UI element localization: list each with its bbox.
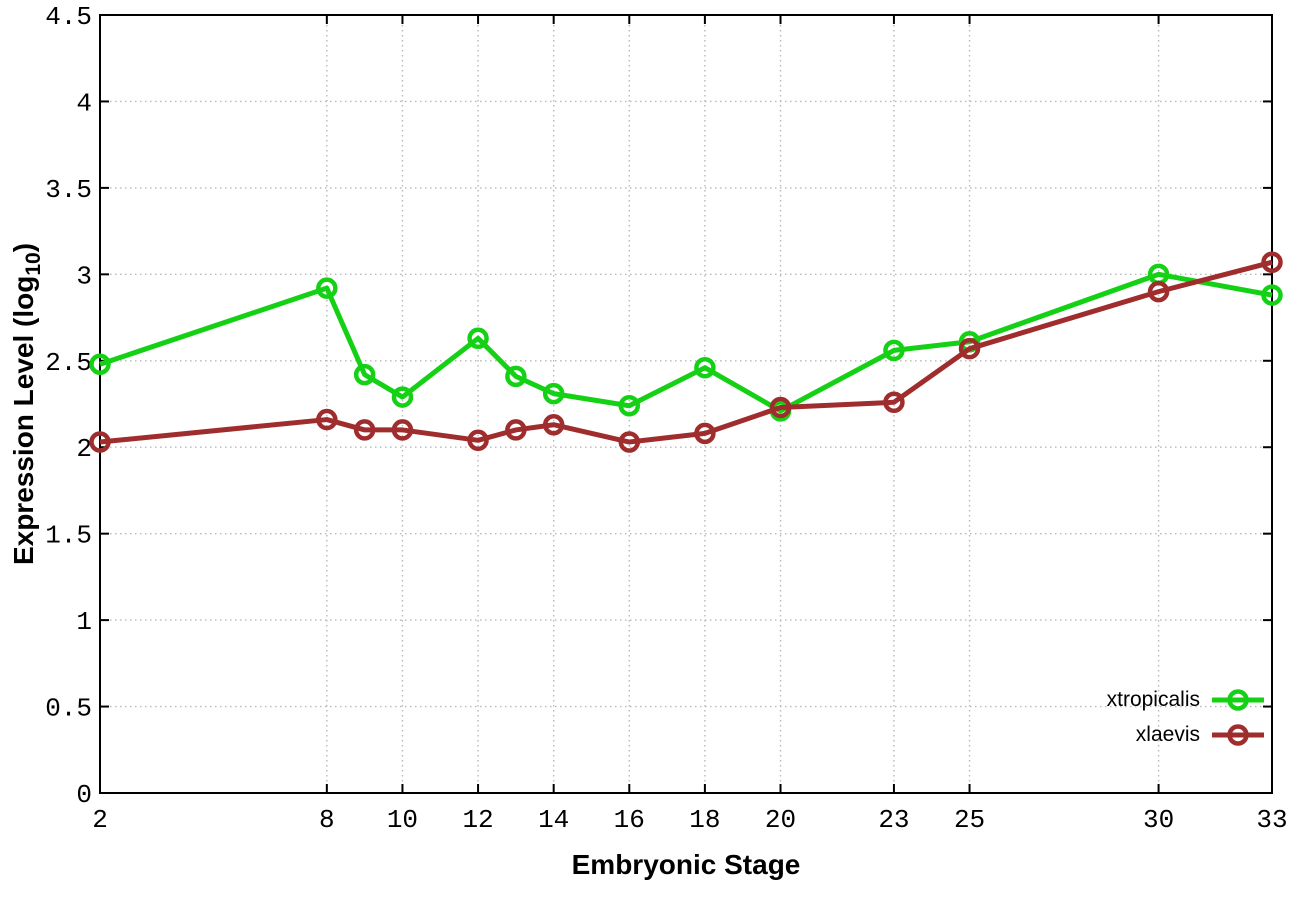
data-point-xlaevis bbox=[618, 431, 641, 453]
data-point-xtropicalis bbox=[467, 327, 489, 350]
y-tick-label: 1 bbox=[76, 607, 92, 637]
x-tick-label: 30 bbox=[1143, 805, 1174, 835]
data-point-xlaevis bbox=[1147, 280, 1170, 303]
series-line-xlaevis bbox=[99, 259, 1273, 445]
x-tick-label: 14 bbox=[538, 805, 569, 835]
data-point-xtropicalis bbox=[618, 394, 641, 417]
legend-item-xtropicalis: xtropicalis bbox=[1107, 686, 1264, 714]
y-tick-label: 2 bbox=[76, 434, 92, 464]
data-point-xlaevis bbox=[958, 337, 981, 360]
x-tick-label: 25 bbox=[954, 805, 985, 835]
y-tick-label: 2.5 bbox=[45, 348, 92, 378]
data-point-xtropicalis bbox=[694, 356, 716, 379]
y-tick-label: 0.5 bbox=[45, 694, 92, 724]
series-line-xtropicalis bbox=[99, 271, 1273, 414]
data-point-xtropicalis bbox=[505, 365, 527, 388]
plot-border bbox=[99, 14, 1273, 794]
data-point-xlaevis bbox=[353, 419, 376, 441]
data-point-xtropicalis bbox=[316, 277, 338, 299]
y-tick-label: 4.5 bbox=[45, 2, 92, 32]
y-axis-title-suffix: ) bbox=[8, 242, 40, 253]
y-tick-label: 3.5 bbox=[45, 175, 92, 205]
x-tick-label: 16 bbox=[614, 805, 645, 835]
y-axis-title-subscript: 10 bbox=[21, 252, 45, 276]
data-point-xlaevis bbox=[1261, 251, 1283, 273]
data-point-xtropicalis bbox=[1261, 284, 1283, 306]
legend-item-xlaevis: xlaevis bbox=[1107, 721, 1264, 749]
y-tick-label: 3 bbox=[76, 261, 92, 291]
x-tick-label: 23 bbox=[878, 805, 909, 835]
x-tick-label: 12 bbox=[462, 805, 493, 835]
legend-label-xlaevis: xlaevis bbox=[1135, 723, 1200, 746]
legend-label-xtropicalis: xtropicalis bbox=[1106, 688, 1200, 711]
x-tick-label: 8 bbox=[319, 805, 335, 835]
data-point-xtropicalis bbox=[391, 386, 414, 408]
data-point-xtropicalis bbox=[883, 339, 905, 362]
y-axis-title: Expression Level (log10) bbox=[8, 243, 46, 565]
x-tick-label: 33 bbox=[1256, 805, 1287, 835]
x-tick-label: 20 bbox=[765, 805, 796, 835]
data-point-xtropicalis bbox=[89, 353, 111, 375]
data-point-xtropicalis bbox=[353, 363, 376, 386]
y-tick-label: 0 bbox=[76, 780, 92, 810]
data-point-xlaevis bbox=[391, 419, 414, 441]
data-point-xtropicalis bbox=[542, 382, 565, 405]
data-point-xlaevis bbox=[467, 429, 489, 452]
legend-marker-xlaevis-icon bbox=[1212, 724, 1264, 746]
data-point-xlaevis bbox=[694, 422, 716, 445]
data-point-xlaevis bbox=[542, 413, 565, 436]
data-point-xlaevis bbox=[769, 396, 792, 419]
y-tick-label: 4 bbox=[76, 88, 92, 118]
x-tick-label: 2 bbox=[92, 805, 108, 835]
data-point-xlaevis bbox=[505, 419, 527, 441]
y-tick-label: 1.5 bbox=[45, 521, 92, 551]
y-axis-title-text: Expression Level (log bbox=[8, 275, 40, 566]
data-point-xlaevis bbox=[89, 431, 111, 453]
data-point-xlaevis bbox=[316, 408, 338, 431]
x-tick-label: 18 bbox=[689, 805, 720, 835]
data-point-xlaevis bbox=[883, 391, 905, 414]
legend-marker-xtropicalis-icon bbox=[1212, 689, 1264, 711]
legend: xtropicalis xlaevis bbox=[1107, 686, 1264, 756]
x-tick-label: 10 bbox=[387, 805, 418, 835]
x-axis-title: Embryonic Stage bbox=[571, 849, 801, 880]
